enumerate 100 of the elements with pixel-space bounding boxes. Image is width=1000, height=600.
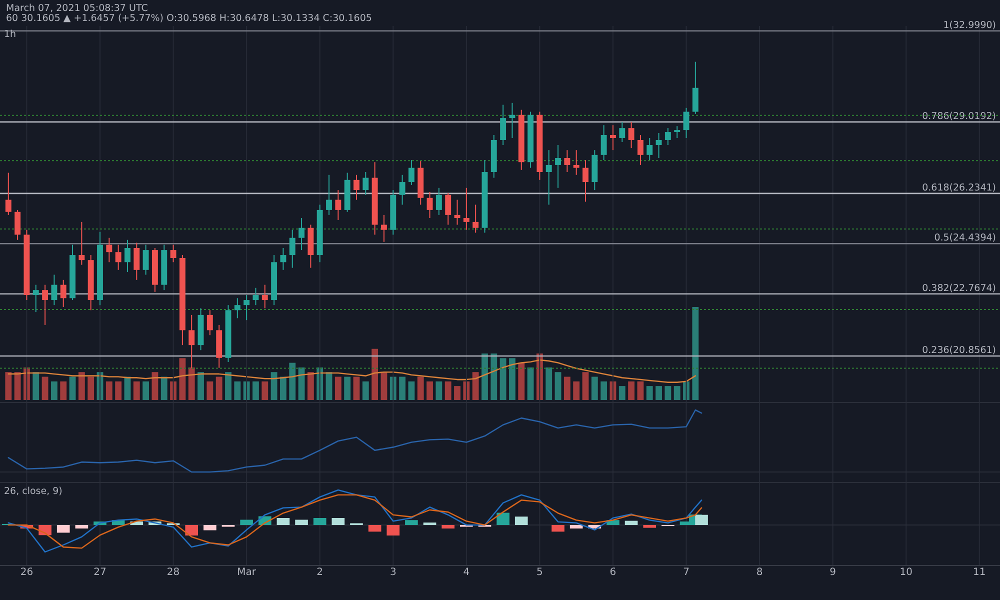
candlestick — [426, 191, 433, 219]
bar — [14, 372, 21, 400]
annotation: 1h — [4, 29, 16, 40]
candlestick — [115, 244, 122, 270]
bar — [280, 376, 286, 400]
candlestick — [454, 199, 460, 226]
candlestick — [546, 150, 552, 206]
candlestick — [262, 284, 268, 309]
ref-line-label: 1(32.9990) — [943, 20, 996, 31]
candlestick — [600, 124, 607, 161]
candlestick — [436, 187, 442, 216]
candlestick — [142, 244, 149, 276]
bar — [591, 376, 598, 400]
bar — [60, 381, 67, 400]
bar — [115, 381, 122, 400]
bar — [142, 381, 150, 400]
bar — [344, 376, 351, 400]
ref-line-label: 0.236(20.8561) — [922, 344, 996, 356]
bar — [500, 358, 506, 400]
bar — [188, 367, 195, 400]
bar — [225, 372, 232, 400]
text: 60 30.1605 ▲ +1.6457 (+5.77%) O:30.5968 H:30.6478 L:30.1334 C:30.1605 — [6, 13, 372, 24]
candlestick — [298, 218, 305, 251]
bar — [509, 358, 516, 400]
candlestick — [280, 248, 286, 270]
candlestick — [564, 150, 570, 173]
bar — [405, 520, 418, 525]
bar — [436, 381, 442, 400]
candlestick — [664, 128, 671, 146]
bar — [353, 376, 360, 400]
candlestick — [78, 221, 85, 266]
bar — [490, 354, 498, 400]
bar — [332, 518, 345, 525]
ref-line-label: 0.786(29.0192) — [922, 110, 996, 122]
bar — [372, 348, 378, 400]
candlestick — [362, 172, 369, 196]
bar — [582, 372, 589, 400]
bar — [664, 386, 672, 400]
x-tick-label: 9 — [830, 567, 836, 578]
ref-line-label: 0.382(22.7674) — [922, 282, 996, 294]
bar — [78, 372, 85, 400]
candlestick — [252, 287, 259, 306]
bar — [496, 512, 510, 525]
candlestick — [628, 121, 634, 149]
bar — [160, 376, 168, 400]
bar — [262, 381, 268, 400]
candlestick — [134, 242, 140, 280]
bar — [216, 376, 222, 400]
candlestick — [106, 237, 112, 263]
bar — [527, 367, 534, 400]
bar — [628, 381, 635, 400]
bar — [618, 386, 626, 400]
bar — [50, 381, 58, 400]
bar — [692, 307, 699, 400]
x-tick-label: 4 — [463, 567, 470, 578]
candlestick — [244, 294, 250, 321]
candlestick — [206, 310, 213, 336]
bar — [442, 525, 455, 528]
bar — [695, 514, 708, 525]
candlestick — [656, 132, 662, 158]
x-tick-label: 11 — [973, 567, 986, 578]
bar — [472, 372, 479, 400]
x-tick-label: 8 — [756, 567, 763, 578]
bar — [643, 525, 656, 528]
bar — [32, 372, 40, 400]
annotation: 26, close, 9) — [4, 486, 62, 497]
bar — [106, 381, 112, 400]
candlestick — [51, 274, 58, 306]
bar — [482, 354, 488, 400]
bar — [564, 376, 570, 400]
x-tick-label: 6 — [610, 567, 616, 578]
bar — [518, 362, 525, 400]
bar — [554, 372, 562, 400]
bar — [656, 386, 662, 400]
x-tick-label: 5 — [536, 567, 543, 578]
candlestick — [326, 174, 332, 216]
candlestick — [610, 124, 616, 151]
bar — [362, 381, 369, 400]
bar — [552, 525, 564, 532]
candlestick — [60, 279, 66, 308]
x-tick-label: 3 — [390, 567, 396, 578]
candlestick — [637, 134, 644, 166]
bar — [399, 376, 406, 400]
bar — [386, 525, 400, 536]
bar — [75, 525, 88, 528]
ref-line-label: 0.618(26.2341) — [922, 182, 996, 194]
bar — [600, 381, 608, 400]
bar — [408, 381, 415, 400]
candlestick — [445, 192, 452, 226]
x-tick-label: 27 — [94, 567, 106, 578]
bar — [42, 376, 48, 400]
ref-line-label: 0.5(24.4394) — [934, 232, 996, 244]
bar — [368, 525, 382, 532]
x-tick-label: 26 — [20, 567, 34, 578]
bar — [198, 372, 204, 400]
bar — [417, 376, 424, 400]
candlestick — [509, 102, 516, 138]
bar — [276, 518, 290, 525]
bar — [313, 518, 326, 525]
bar — [179, 358, 186, 400]
